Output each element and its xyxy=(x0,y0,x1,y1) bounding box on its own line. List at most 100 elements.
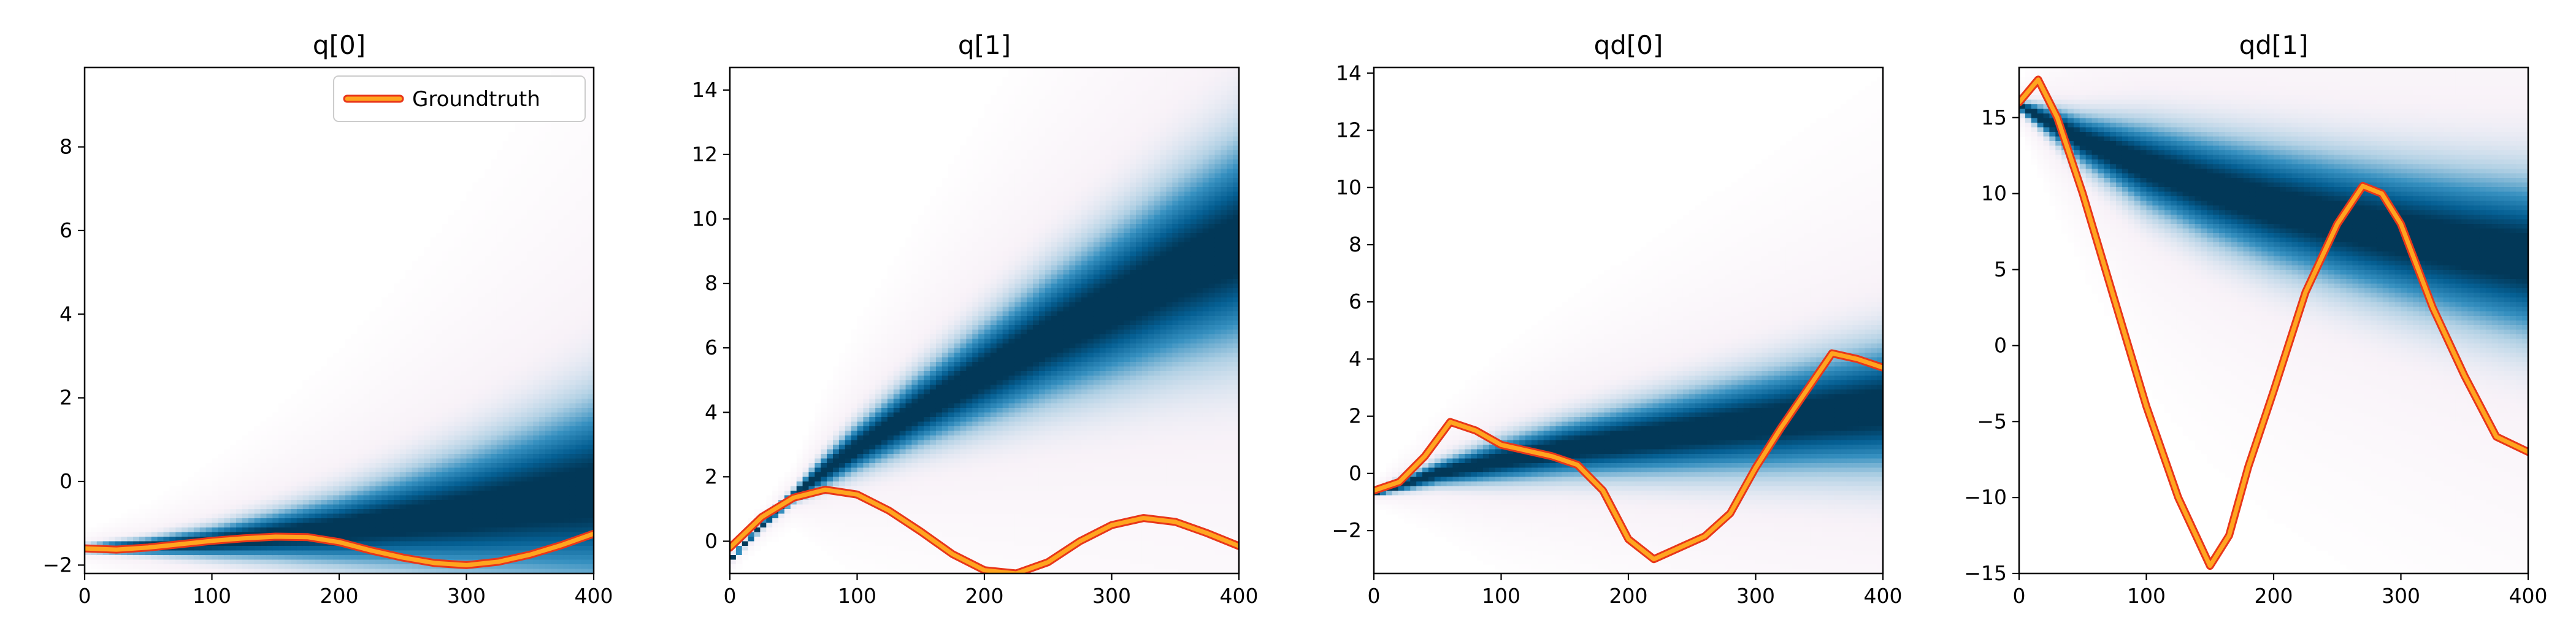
density-cell xyxy=(375,463,382,469)
density-cell xyxy=(285,550,291,556)
density-cell xyxy=(551,440,558,445)
density-cell xyxy=(375,486,382,491)
density-cell xyxy=(345,394,352,399)
density-cell xyxy=(254,477,261,482)
density-cell xyxy=(296,417,304,423)
density-cell xyxy=(302,555,310,561)
density-cell xyxy=(496,329,504,335)
density-cell xyxy=(784,518,791,524)
density-cell xyxy=(388,509,394,515)
density-cell xyxy=(405,532,413,537)
density-cell xyxy=(333,385,340,390)
density-cell xyxy=(296,454,304,459)
density-cell xyxy=(460,283,467,289)
density-cell xyxy=(399,467,407,473)
density-cell xyxy=(545,173,552,178)
density-cell xyxy=(430,472,437,478)
density-cell xyxy=(527,136,534,142)
density-cell xyxy=(102,523,110,528)
density-cell xyxy=(175,500,182,505)
density-cell xyxy=(563,145,570,151)
density-cell xyxy=(808,532,816,537)
density-cell xyxy=(491,389,497,395)
density-cell xyxy=(515,339,522,344)
density-cell xyxy=(399,357,407,362)
density-cell xyxy=(515,445,522,450)
density-cell xyxy=(821,449,827,454)
x-tick-label: 100 xyxy=(193,584,231,608)
density-cell xyxy=(575,219,583,224)
density-cell xyxy=(588,270,594,275)
density-cell xyxy=(533,145,540,151)
density-cell xyxy=(375,353,382,358)
density-cell xyxy=(321,408,328,413)
density-cell xyxy=(357,445,364,450)
density-cell xyxy=(515,155,522,160)
density-cell xyxy=(236,445,243,450)
density-cell xyxy=(333,550,340,556)
density-cell xyxy=(351,504,358,510)
density-cell xyxy=(302,491,310,496)
density-cell xyxy=(821,435,827,441)
density-cell xyxy=(502,164,510,169)
density-cell xyxy=(545,555,552,561)
density-cell xyxy=(236,454,243,459)
density-cell xyxy=(296,546,304,551)
density-cell xyxy=(515,550,522,556)
density-cell xyxy=(290,513,297,519)
density-cell xyxy=(551,380,558,386)
density-cell xyxy=(491,348,497,353)
density-cell xyxy=(502,265,510,270)
density-cell xyxy=(388,440,394,445)
density-cell xyxy=(454,362,461,367)
density-cell xyxy=(327,467,334,473)
density-cell xyxy=(424,408,431,413)
density-cell xyxy=(393,537,401,542)
density-cell xyxy=(539,279,546,285)
density-cell xyxy=(466,329,473,335)
density-cell xyxy=(169,500,177,505)
density-cell xyxy=(357,537,364,542)
density-cell xyxy=(521,431,528,436)
density-cell xyxy=(563,380,570,386)
density-cell xyxy=(569,477,577,482)
density-cell xyxy=(784,527,791,533)
density-cell xyxy=(838,357,846,362)
density-cell xyxy=(551,348,558,353)
density-cell xyxy=(569,169,577,174)
density-cell xyxy=(436,311,443,316)
density-cell xyxy=(533,215,540,220)
density-cell xyxy=(491,472,497,478)
density-cell xyxy=(581,159,588,165)
density-cell xyxy=(109,518,116,524)
density-cell xyxy=(563,375,570,381)
density-cell xyxy=(399,343,407,349)
density-cell xyxy=(527,219,534,224)
density-cell xyxy=(575,191,583,197)
density-cell xyxy=(448,426,455,432)
density-cell xyxy=(454,399,461,404)
density-cell xyxy=(381,559,388,565)
density-cell xyxy=(127,532,134,537)
density-cell xyxy=(588,537,594,542)
density-cell xyxy=(369,564,377,570)
density-cell xyxy=(375,375,382,381)
density-cell xyxy=(454,537,461,542)
density-cell xyxy=(418,320,425,326)
density-cell xyxy=(545,205,552,211)
density-cell xyxy=(388,362,394,367)
density-cell xyxy=(236,504,243,510)
density-cell xyxy=(551,537,558,542)
density-cell xyxy=(545,348,552,353)
density-cell xyxy=(491,537,497,542)
density-cell xyxy=(430,320,437,326)
density-cell xyxy=(309,555,316,561)
density-cell xyxy=(515,412,522,418)
density-cell xyxy=(539,311,546,316)
density-cell xyxy=(418,537,425,542)
density-cell xyxy=(521,242,528,248)
density-cell xyxy=(557,375,564,381)
density-cell xyxy=(478,431,485,436)
density-cell xyxy=(808,467,816,473)
density-cell xyxy=(442,527,449,533)
